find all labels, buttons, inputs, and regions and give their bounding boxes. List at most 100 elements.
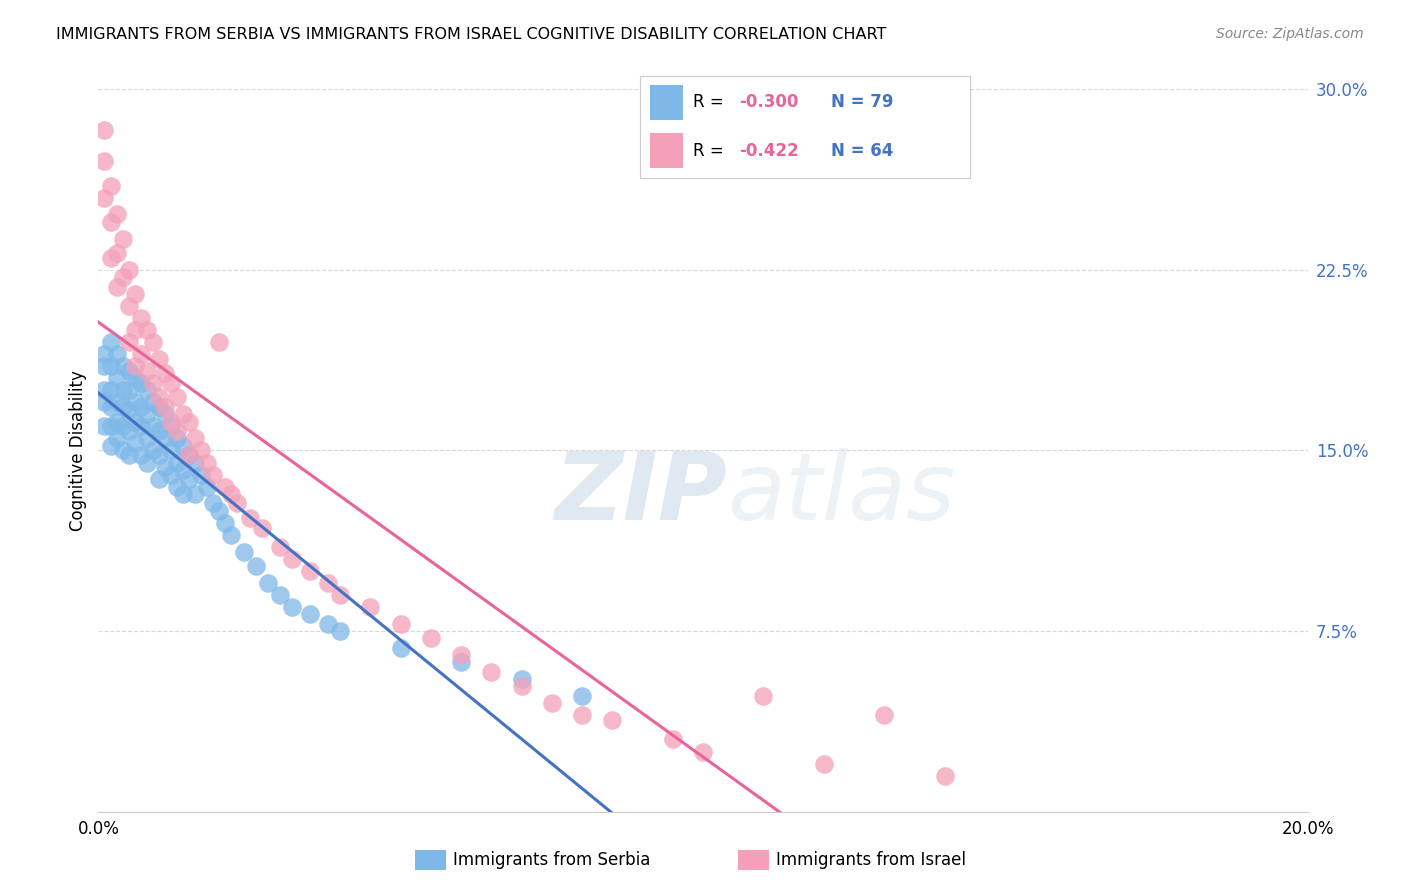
Point: [250, 520, 273, 534]
Point: [232, 544, 254, 558]
Point: [118, 262, 141, 277]
Point: [100, 439, 122, 453]
Point: [420, 632, 443, 646]
Bar: [650, 85, 683, 120]
Point: [450, 648, 472, 662]
Point: [153, 460, 176, 475]
Point: [752, 689, 775, 703]
Point: [179, 415, 201, 429]
Point: [124, 395, 146, 409]
Point: [153, 367, 176, 381]
Point: [148, 424, 170, 438]
Point: [389, 616, 412, 631]
Point: [111, 400, 134, 414]
Point: [226, 496, 249, 510]
Point: [692, 744, 714, 758]
Point: [93, 123, 115, 137]
Text: Source: ZipAtlas.com: Source: ZipAtlas.com: [1216, 27, 1364, 41]
Point: [105, 415, 128, 429]
Point: [316, 616, 339, 631]
Point: [934, 769, 956, 783]
Point: [214, 516, 236, 530]
Point: [602, 713, 624, 727]
Point: [105, 371, 128, 385]
Point: [93, 359, 115, 373]
Point: [105, 246, 128, 260]
Text: ZIP: ZIP: [554, 448, 727, 540]
Point: [179, 448, 201, 462]
Point: [329, 624, 352, 639]
Point: [221, 487, 243, 501]
Point: [93, 190, 115, 204]
Point: [124, 371, 146, 385]
Point: [389, 640, 412, 655]
Point: [510, 673, 533, 687]
Point: [184, 431, 207, 445]
Point: [124, 323, 146, 337]
Point: [111, 419, 134, 434]
Point: [190, 467, 212, 482]
Point: [160, 443, 183, 458]
Point: [93, 419, 115, 434]
Point: [160, 419, 183, 434]
Text: Immigrants from Serbia: Immigrants from Serbia: [453, 851, 650, 869]
Point: [100, 359, 122, 373]
Point: [111, 384, 134, 398]
Point: [239, 511, 262, 525]
Point: [450, 656, 472, 670]
Y-axis label: Cognitive Disability: Cognitive Disability: [69, 370, 87, 531]
Point: [129, 448, 152, 462]
Point: [100, 419, 122, 434]
Point: [93, 347, 115, 361]
Point: [316, 576, 339, 591]
Point: [124, 286, 146, 301]
Point: [148, 351, 170, 366]
Point: [510, 680, 533, 694]
Point: [118, 364, 141, 378]
Point: [190, 443, 212, 458]
Point: [208, 334, 231, 349]
Point: [873, 708, 896, 723]
Point: [93, 395, 115, 409]
Point: [118, 384, 141, 398]
Point: [179, 472, 201, 486]
Point: [142, 334, 165, 349]
Point: [105, 347, 128, 361]
Point: [129, 310, 152, 325]
Point: [118, 299, 141, 313]
Point: [202, 467, 225, 482]
Point: [124, 415, 146, 429]
Point: [100, 334, 122, 349]
Point: [166, 480, 188, 494]
Point: [135, 323, 157, 337]
Point: [256, 576, 278, 591]
Point: [172, 487, 194, 501]
Point: [153, 431, 176, 445]
Point: [153, 400, 176, 414]
Point: [135, 384, 157, 398]
Point: [129, 376, 152, 390]
Point: [111, 270, 134, 285]
Point: [135, 431, 157, 445]
Point: [160, 467, 183, 482]
Point: [179, 448, 201, 462]
Point: [100, 384, 122, 398]
Point: [118, 448, 141, 462]
Point: [124, 359, 146, 373]
Point: [100, 178, 122, 193]
Text: IMMIGRANTS FROM SERBIA VS IMMIGRANTS FROM ISRAEL COGNITIVE DISABILITY CORRELATIO: IMMIGRANTS FROM SERBIA VS IMMIGRANTS FRO…: [56, 27, 887, 42]
Point: [105, 395, 128, 409]
Point: [111, 231, 134, 245]
Point: [148, 448, 170, 462]
Point: [118, 402, 141, 417]
Point: [160, 376, 183, 390]
Text: -0.422: -0.422: [740, 142, 799, 160]
Point: [105, 431, 128, 445]
Point: [118, 334, 141, 349]
Point: [148, 472, 170, 486]
Text: atlas: atlas: [727, 449, 956, 540]
Point: [269, 540, 291, 554]
Point: [100, 251, 122, 265]
Text: N = 79: N = 79: [831, 94, 894, 112]
Point: [166, 455, 188, 469]
